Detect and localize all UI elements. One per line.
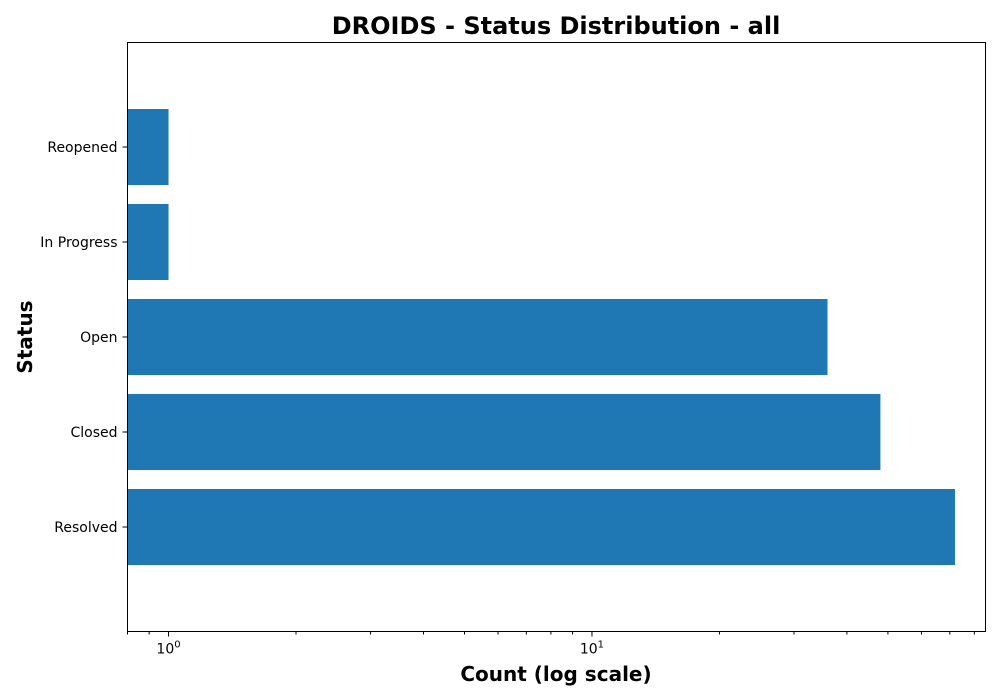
bar-in-progress xyxy=(127,204,169,280)
bar-closed xyxy=(127,394,881,470)
y-tick-label: Open xyxy=(80,330,117,346)
y-tick-label: Reopened xyxy=(47,140,117,156)
bar-resolved xyxy=(127,489,955,565)
x-axis-ticks: 100 101 xyxy=(127,631,975,658)
x-axis-label: Count (log scale) xyxy=(460,662,651,686)
plot-frame xyxy=(127,42,986,632)
y-tick-label: Closed xyxy=(70,425,117,441)
x-tick-label: 101 xyxy=(580,640,604,658)
x-tick-label: 100 xyxy=(156,640,180,658)
y-axis-label: Status xyxy=(13,300,37,373)
y-axis-ticks: Resolved Closed Open In Progress Reopened xyxy=(40,140,128,536)
bars-layer xyxy=(127,109,955,565)
bar-open xyxy=(127,299,828,375)
y-tick-label: Resolved xyxy=(54,520,117,536)
bar-reopened xyxy=(127,109,169,185)
y-tick-label: In Progress xyxy=(40,235,117,251)
chart-title: DROIDS - Status Distribution - all xyxy=(332,12,781,40)
